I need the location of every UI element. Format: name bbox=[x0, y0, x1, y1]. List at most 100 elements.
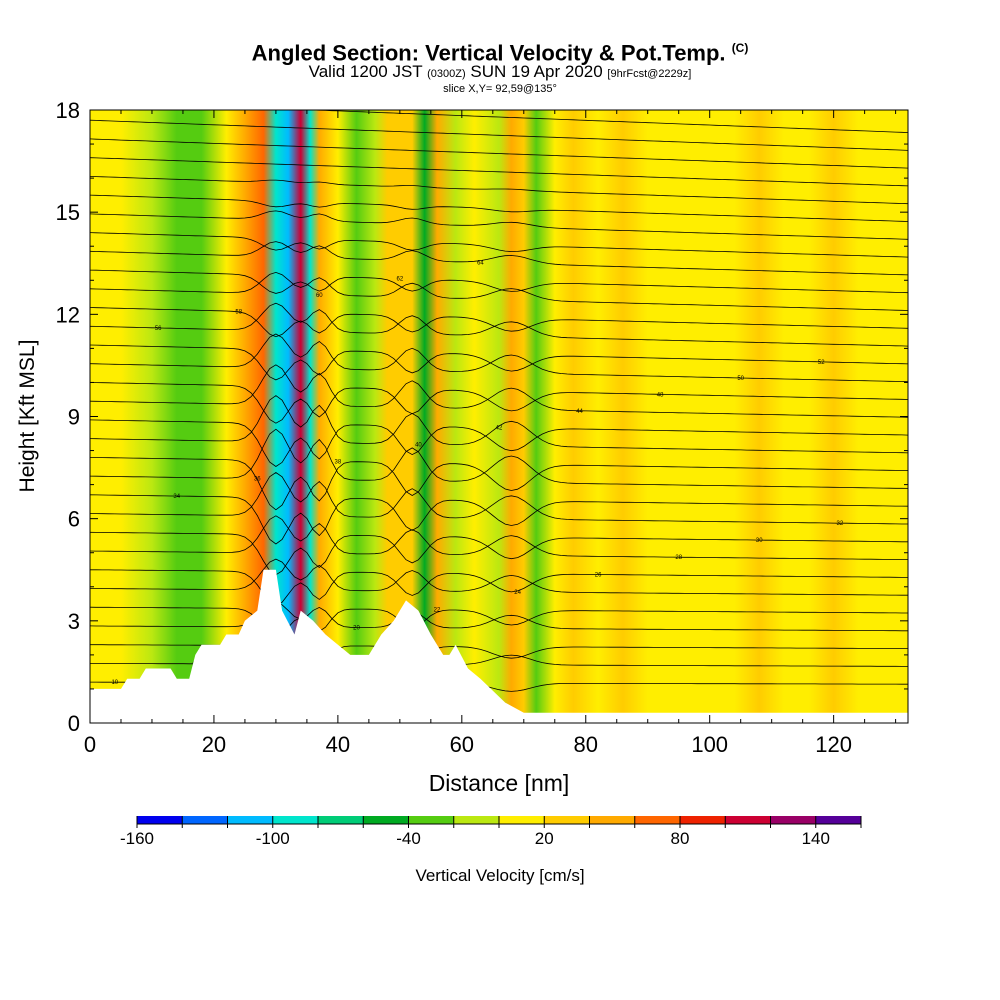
y-tick-label: 9 bbox=[68, 405, 80, 430]
colorbar-swatch bbox=[680, 816, 726, 824]
plot-area: 1014182022242628303234363840424448505256… bbox=[90, 110, 908, 723]
theta-contour-label: 10 bbox=[111, 680, 118, 686]
theta-contour-label: 22 bbox=[434, 608, 441, 614]
colorbar-swatch bbox=[634, 816, 681, 824]
theta-contour-line bbox=[90, 428, 908, 489]
theta-contour-line bbox=[90, 558, 908, 596]
theta-contour-line bbox=[90, 138, 908, 169]
theta-contour-line bbox=[90, 457, 908, 511]
chart-title-suffix: (C) bbox=[731, 41, 749, 55]
theta-contours bbox=[90, 110, 908, 699]
y-axis-label: Height [Kft MSL] bbox=[16, 340, 39, 493]
theta-contour-line bbox=[90, 472, 908, 525]
valid-prefix: Valid 1200 JST bbox=[308, 62, 423, 82]
theta-contour-label: 56 bbox=[155, 326, 162, 332]
theta-contour-line bbox=[90, 601, 908, 632]
theta-contour-line bbox=[90, 515, 908, 560]
theta-contour-label: 42 bbox=[496, 425, 503, 431]
colorbar-swatch bbox=[770, 816, 817, 824]
colorbar-tick-labels: -160 -100 -40 20 80 140 bbox=[120, 829, 830, 848]
colorbar-swatch bbox=[137, 816, 183, 824]
velocity-field bbox=[90, 110, 908, 723]
theta-contour-label: 26 bbox=[595, 573, 602, 579]
colorbar-label: Vertical Velocity [cm/s] bbox=[415, 866, 584, 885]
colorbar-tick-label: -40 bbox=[396, 829, 421, 848]
theta-contour-label: 40 bbox=[415, 442, 422, 448]
theta-contour-line bbox=[303, 110, 908, 133]
colorbar-swatch bbox=[272, 816, 319, 824]
theta-contour-line bbox=[90, 302, 908, 347]
x-tick-label: 60 bbox=[450, 732, 474, 757]
theta-contour-line bbox=[90, 569, 908, 606]
colorbar-swatch bbox=[408, 816, 455, 824]
theta-contour-label: 44 bbox=[576, 409, 583, 415]
colorbar-swatch bbox=[544, 816, 590, 824]
theta-contour-line bbox=[90, 606, 908, 637]
theta-contour-line bbox=[90, 494, 908, 545]
theta-contour-line bbox=[90, 269, 908, 294]
terrain-mask bbox=[90, 569, 908, 723]
colorbar-tick-label: 20 bbox=[535, 829, 554, 848]
theta-contour-label: 60 bbox=[316, 293, 323, 299]
valid-utc: (0300Z) bbox=[427, 68, 466, 81]
y-tick-label: 18 bbox=[56, 98, 80, 123]
theta-contour-label: 32 bbox=[836, 521, 843, 527]
colorbar-swatch bbox=[318, 816, 364, 824]
colorbar-tick-label: 140 bbox=[802, 829, 830, 848]
theta-contour-label: 30 bbox=[756, 538, 763, 544]
colorbar-swatch bbox=[453, 816, 500, 824]
colorbar-tick-label: -100 bbox=[256, 829, 290, 848]
theta-contour-label: 48 bbox=[657, 392, 664, 398]
theta-contour-line bbox=[90, 271, 908, 311]
theta-contour-line bbox=[90, 419, 908, 467]
colorbar-swatch bbox=[182, 816, 228, 824]
theta-contour-label: 50 bbox=[737, 376, 744, 382]
colorbar-swatch bbox=[499, 816, 545, 824]
colorbar-swatch bbox=[725, 816, 771, 824]
theta-contour-line bbox=[90, 241, 908, 276]
theta-contour-line bbox=[90, 395, 908, 454]
theta-contour-line bbox=[90, 531, 908, 576]
theta-contour-line bbox=[90, 344, 908, 381]
y-tick-label: 6 bbox=[68, 507, 80, 532]
x-axis-label: Distance [nm] bbox=[429, 770, 570, 796]
theta-contour-line bbox=[90, 307, 908, 338]
theta-contour-label: 62 bbox=[397, 277, 404, 283]
theta-contour-label: 64 bbox=[477, 261, 484, 267]
y-tick-label: 15 bbox=[56, 200, 80, 225]
theta-contour-line bbox=[90, 232, 908, 258]
y-tick-label: 0 bbox=[68, 711, 80, 736]
colorbar-swatch bbox=[589, 816, 636, 824]
theta-contour-label: 38 bbox=[335, 459, 342, 465]
chart-title-block: Angled Section: Vertical Velocity & Pot.… bbox=[0, 36, 1000, 96]
theta-contour-label: 58 bbox=[235, 309, 242, 315]
x-tick-label: 80 bbox=[574, 732, 598, 757]
theta-contour-line bbox=[90, 176, 908, 205]
theta-contour-label: 34 bbox=[173, 494, 180, 500]
colorbar-tick-label: 80 bbox=[671, 829, 690, 848]
theta-contour-line bbox=[90, 119, 908, 151]
theta-contour-label: 28 bbox=[675, 555, 682, 561]
theta-contour-line bbox=[90, 194, 908, 222]
theta-contour-label: 20 bbox=[353, 626, 360, 632]
x-tick-label: 40 bbox=[326, 732, 350, 757]
colorbar-swatch bbox=[227, 816, 274, 824]
colorbar-swatch bbox=[815, 816, 862, 824]
chart-subtitle: Valid 1200 JST (0300Z) SUN 19 Apr 2020 [… bbox=[0, 63, 1000, 83]
theta-contour-line bbox=[90, 157, 908, 187]
theta-contour-line bbox=[90, 364, 908, 418]
colorbar-swatch bbox=[363, 816, 409, 824]
x-tick-label: 20 bbox=[202, 732, 226, 757]
x-tick-label: 100 bbox=[691, 732, 728, 757]
colorbar-tick-label: -160 bbox=[120, 829, 154, 848]
y-tick-label: 12 bbox=[56, 302, 80, 327]
valid-forecast: [9hrFcst@2229z] bbox=[607, 68, 692, 81]
chart-title-main: Angled Section: Vertical Velocity & Pot.… bbox=[251, 40, 726, 66]
x-tick-label: 120 bbox=[815, 732, 852, 757]
theta-contour-line bbox=[90, 382, 908, 424]
theta-contour-label: 52 bbox=[818, 360, 825, 366]
x-axis-ticks: 0 20 40 60 80 100 120 bbox=[84, 110, 897, 757]
slice-info: slice X,Y= 92,59@135° bbox=[443, 83, 557, 96]
